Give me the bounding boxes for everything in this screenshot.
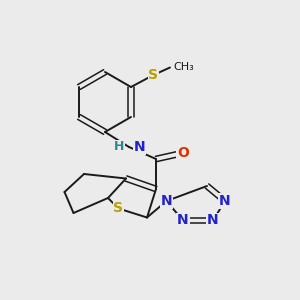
Text: S: S: [113, 202, 124, 215]
Text: N: N: [219, 194, 231, 208]
Text: S: S: [148, 68, 158, 82]
Text: N: N: [134, 140, 145, 154]
Text: N: N: [177, 214, 189, 227]
Text: H: H: [114, 140, 124, 154]
Text: O: O: [177, 146, 189, 160]
Text: CH₃: CH₃: [173, 62, 194, 73]
Text: N: N: [207, 214, 219, 227]
Text: N: N: [161, 194, 172, 208]
